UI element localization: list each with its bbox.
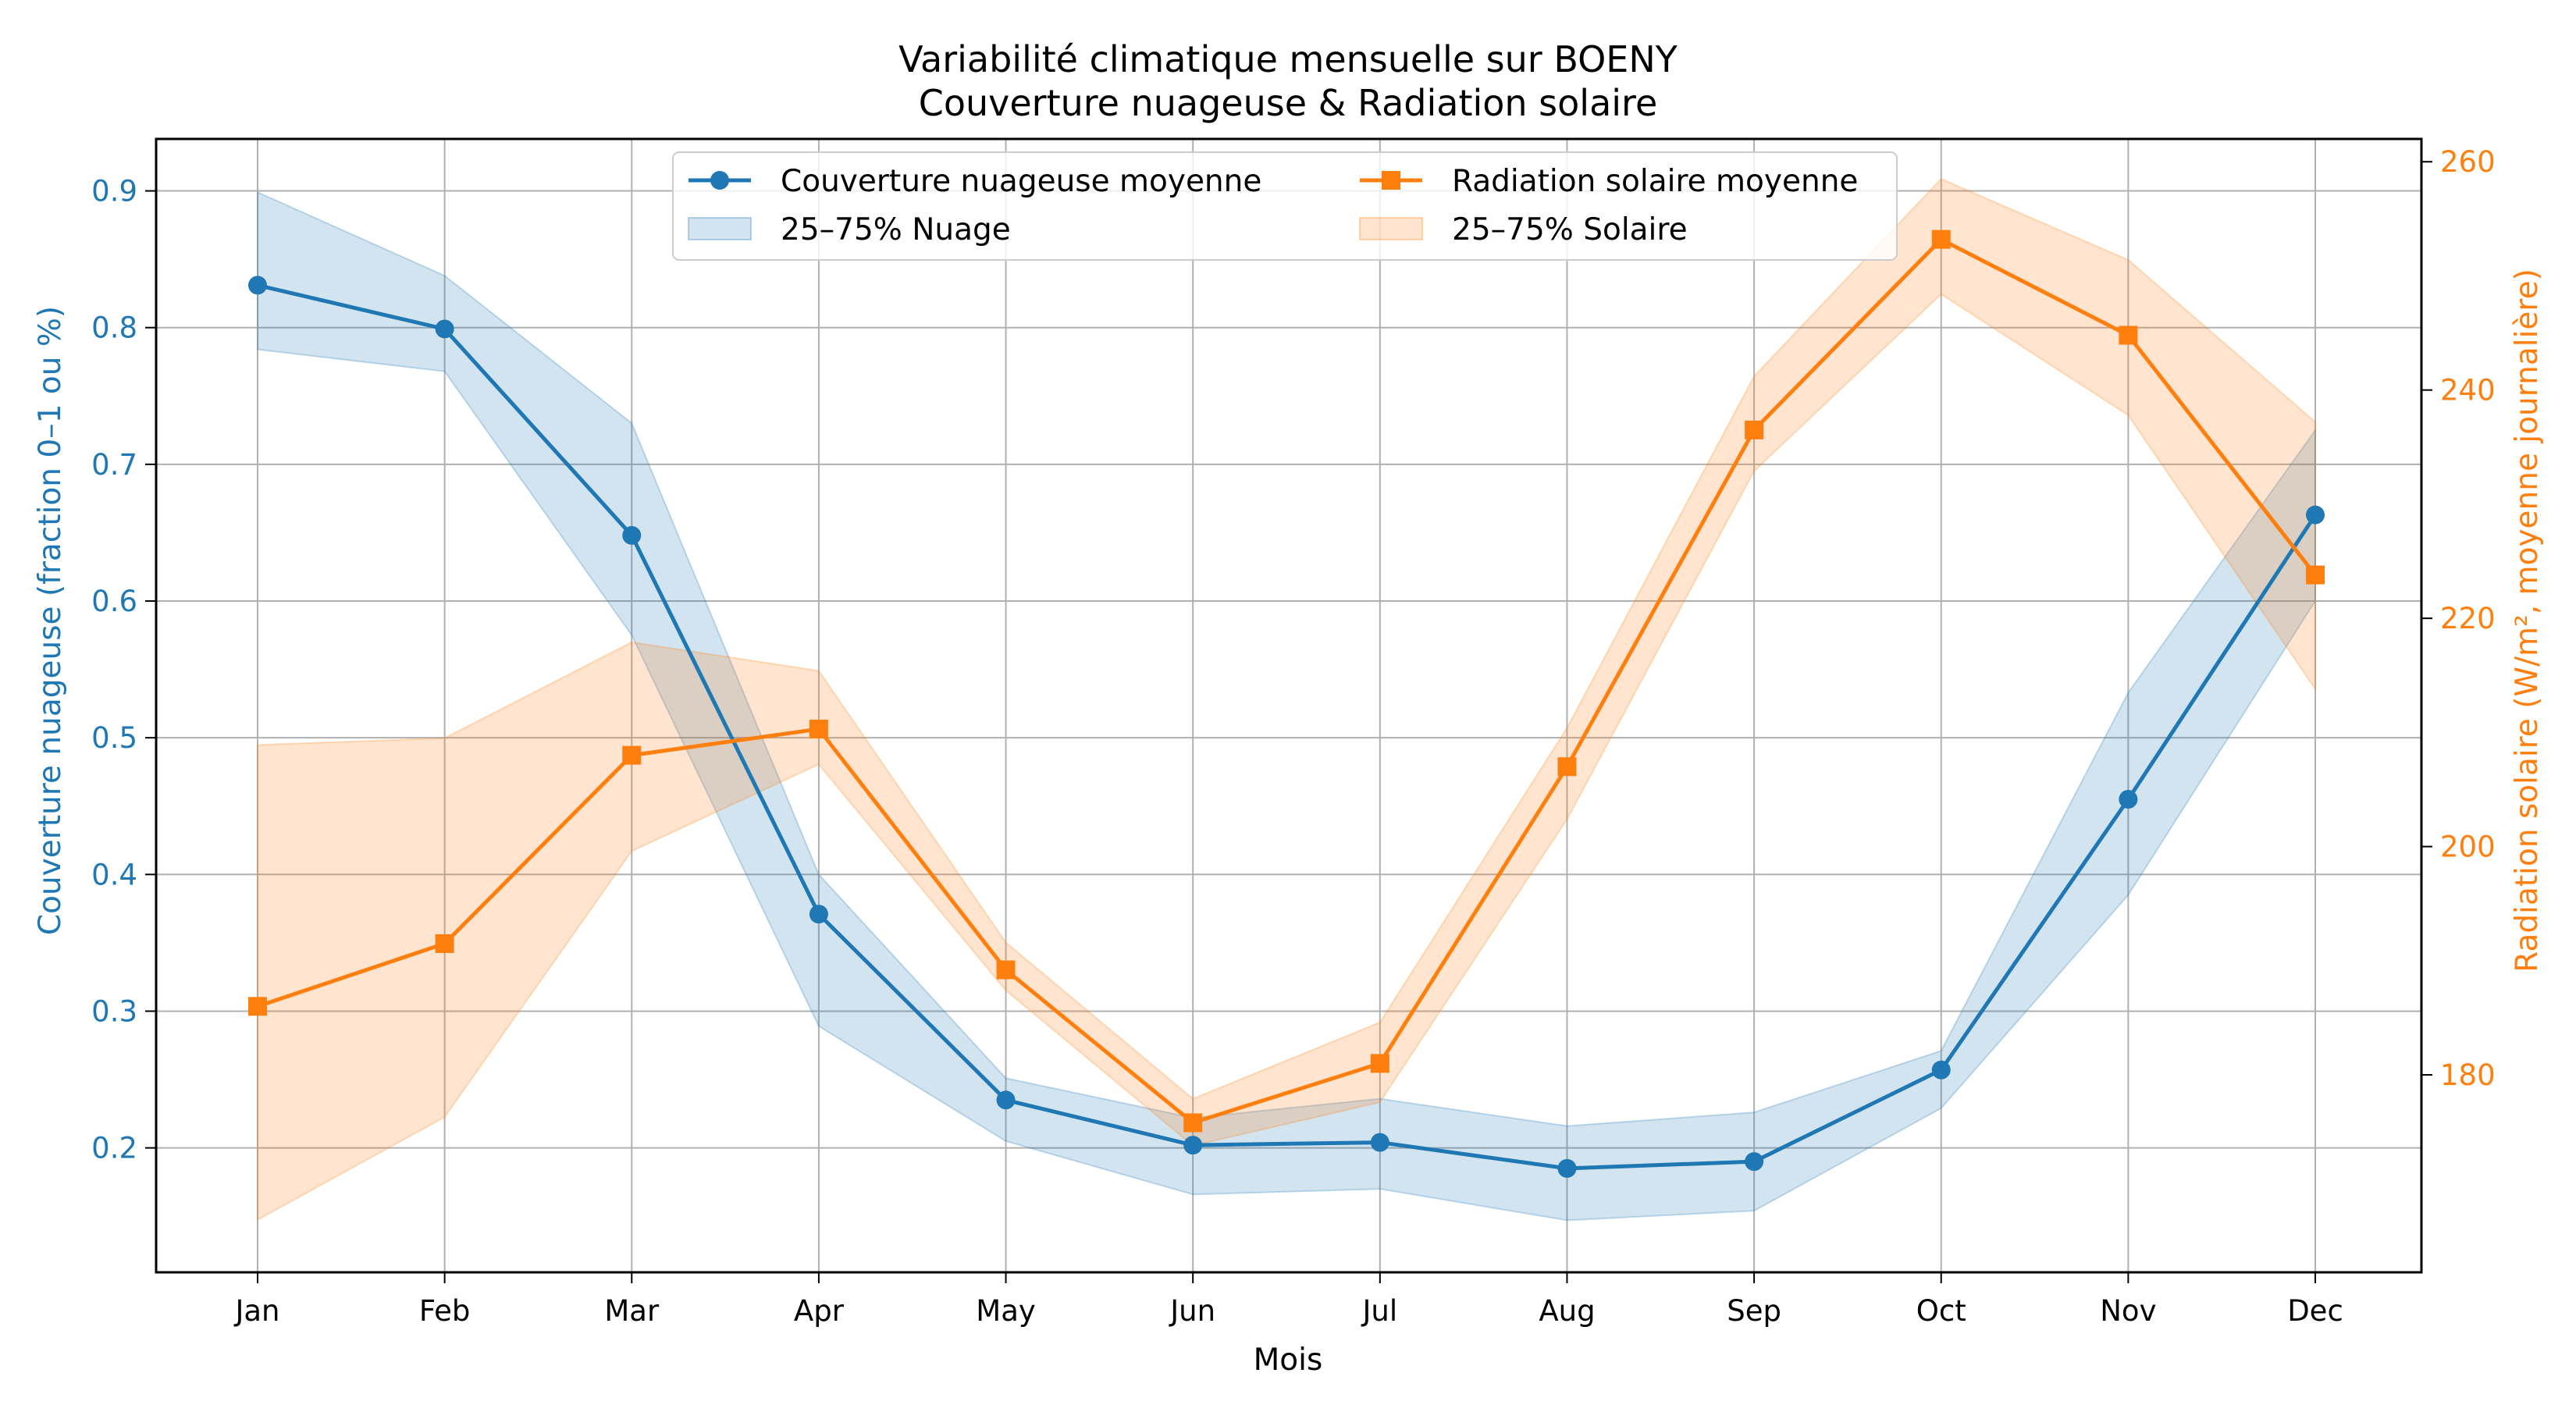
plot-frame [155, 137, 2423, 1274]
cloud-mean-point [248, 276, 267, 295]
x-tick-label: Apr [794, 1294, 845, 1328]
solar-mean-point [435, 934, 454, 953]
y-left-tick-label: 0.4 [91, 858, 137, 891]
y-left-tick-label: 0.6 [91, 585, 137, 618]
grid [156, 139, 2421, 1272]
solar-mean-point [1931, 229, 1951, 249]
y-axis-left: 0.2 0.3 0.4 0.5 0.6 0.7 0.8 0.9 [91, 175, 156, 1165]
cloud-mean-point [2306, 505, 2325, 525]
y-right-tick-label: 260 [2440, 145, 2496, 179]
solar-mean-point [809, 719, 828, 738]
y-left-tick-label: 0.8 [91, 311, 137, 345]
cloud-mean-line [257, 283, 2318, 1171]
x-tick-label: May [976, 1294, 1036, 1328]
x-tick-label: Dec [2287, 1294, 2343, 1328]
y-left-tick-label: 0.3 [91, 994, 137, 1028]
y-left-tick-label: 0.7 [91, 448, 137, 482]
y-axis-right-label: Radiation solaire (W/m², moyenne journal… [2510, 269, 2545, 973]
y-left-tick-label: 0.5 [91, 721, 137, 755]
solar-mean-point [1745, 420, 1764, 439]
x-tick-label: Aug [1539, 1294, 1595, 1328]
y-axis-left-label: Couverture nuageuse (fraction 0–1 ou %) [33, 306, 68, 935]
x-tick-label: Nov [2100, 1294, 2156, 1328]
solar-iqr-band [257, 178, 2316, 1222]
legend-solar-band-swatch [1359, 217, 1423, 240]
solar-mean-point [2306, 565, 2325, 585]
solar-mean-point [1183, 1113, 1203, 1133]
y-right-tick-label: 220 [2440, 602, 2496, 635]
solar-mean-point [1370, 1054, 1389, 1073]
solar-mean-point [622, 745, 642, 765]
y-right-tick-label: 240 [2440, 374, 2496, 407]
legend-solar-band-label: 25–75% Solaire [1452, 212, 1688, 247]
cloud-mean-point [435, 319, 454, 339]
cloud-mean-point [1183, 1136, 1203, 1155]
cloud-mean-point [1557, 1158, 1577, 1178]
cloud-mean-point [996, 1090, 1016, 1110]
legend-frame [672, 151, 1898, 261]
solar-mean-point [2119, 325, 2138, 345]
legend-cloud-band-label: 25–75% Nuage [781, 212, 1011, 247]
series-markers [248, 229, 2325, 1178]
legend: Couverture nuageuse moyenne 25–75% Nuage… [672, 151, 1898, 261]
y-right-tick-label: 180 [2440, 1058, 2496, 1092]
y-left-tick-label: 0.2 [91, 1132, 137, 1165]
x-tick-label: Feb [419, 1294, 471, 1328]
x-tick-label: Mar [604, 1294, 660, 1328]
y-left-tick-label: 0.9 [91, 175, 137, 208]
x-tick-label: Jun [1169, 1294, 1215, 1328]
legend-solar-mean-label: Radiation solaire moyenne [1452, 164, 1858, 199]
x-tick-label: Oct [1916, 1294, 1966, 1328]
x-axis: Jan Feb Mar Apr May Jun Jul Aug Sep Oct Nov Dec [233, 1272, 2343, 1328]
x-tick-label: Jul [1361, 1294, 1397, 1328]
cloud-mean-point [2119, 789, 2138, 809]
cloud-mean-point [809, 905, 828, 924]
cloud-mean-point [1745, 1152, 1764, 1172]
chart-title: Variabilité climatique mensuelle sur BOE… [898, 38, 1678, 80]
legend-cloud-band-swatch [688, 217, 752, 240]
chart-subtitle: Couverture nuageuse & Radiation solaire [919, 82, 1658, 124]
legend-cloud-marker [710, 171, 729, 190]
bands [257, 178, 2316, 1222]
cloud-iqr-band [257, 190, 2316, 1222]
solar-mean-line [257, 237, 2317, 1125]
legend-solar-marker [1382, 171, 1400, 190]
cloud-mean-point [1370, 1133, 1389, 1152]
x-axis-label: Mois [1254, 1343, 1323, 1378]
x-tick-label: Jan [233, 1294, 279, 1328]
y-right-tick-label: 200 [2440, 831, 2496, 864]
y-axis-right: 180 200 220 240 260 [2421, 145, 2496, 1092]
solar-mean-point [996, 960, 1016, 980]
series-lines [257, 237, 2318, 1171]
cloud-mean-point [1931, 1060, 1951, 1080]
cloud-mean-point [622, 525, 642, 545]
x-tick-label: Sep [1727, 1294, 1781, 1328]
solar-mean-point [1557, 757, 1577, 777]
legend-cloud-mean-label: Couverture nuageuse moyenne [781, 164, 1261, 199]
solar-mean-point [248, 997, 267, 1016]
